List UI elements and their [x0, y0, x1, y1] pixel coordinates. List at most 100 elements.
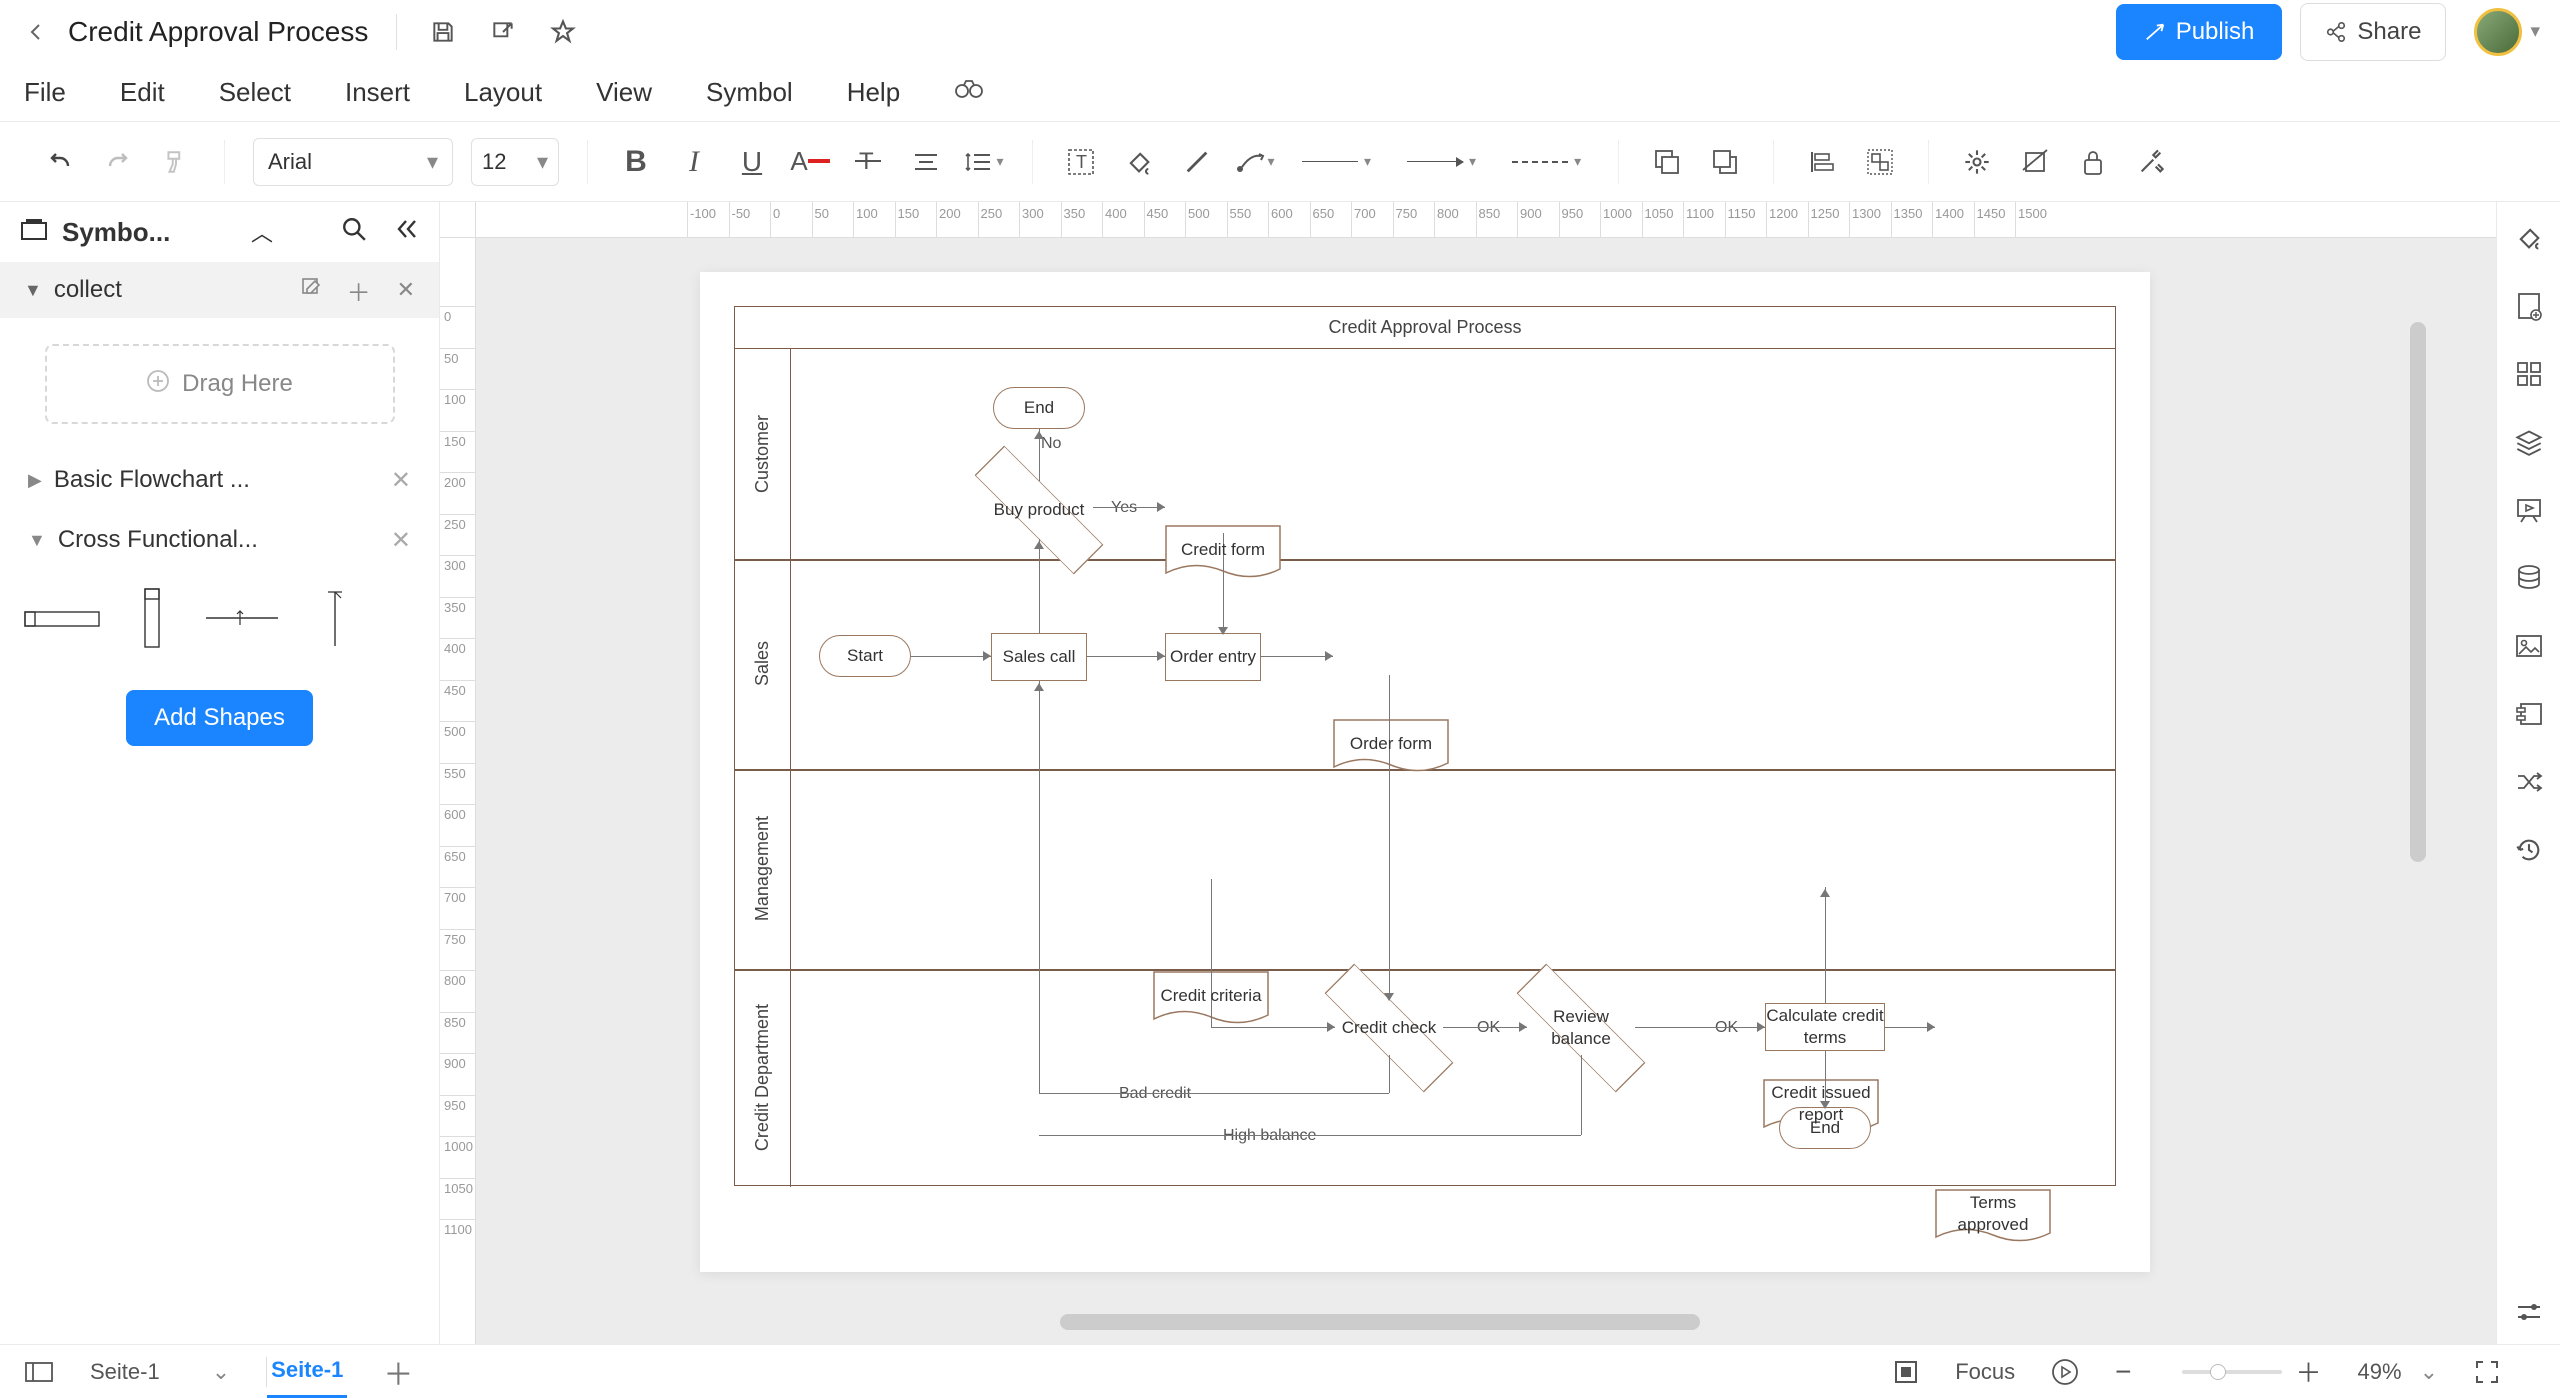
fullscreen-icon[interactable] [2474, 1359, 2500, 1385]
shape-horizontal-pool[interactable] [24, 606, 100, 636]
node-process[interactable]: Order entry [1165, 633, 1261, 681]
effects-icon[interactable] [1957, 142, 1997, 182]
lane-header[interactable]: Credit Department [735, 969, 791, 1187]
redo-icon[interactable] [98, 142, 138, 182]
line-style-selector[interactable]: ▾ [1293, 142, 1380, 182]
node-decision[interactable]: Credit check [1335, 999, 1443, 1057]
bold-icon[interactable]: B [616, 142, 656, 182]
font-selector[interactable]: Arial▾ [253, 138, 453, 186]
zoom-slider[interactable] [2182, 1370, 2282, 1374]
document-title[interactable]: Credit Approval Process [68, 16, 368, 48]
page-selector[interactable]: Seite-1⌄ [90, 1359, 230, 1385]
shuffle-icon[interactable] [2511, 764, 2547, 800]
library-icon[interactable] [20, 217, 48, 247]
add-page-button[interactable]: ＋ [383, 1350, 413, 1394]
collect-section[interactable]: ▼ collect ＋ ✕ [0, 262, 439, 318]
font-size-selector[interactable]: 12▾ [471, 138, 559, 186]
zoom-value[interactable]: 49%⌄ [2358, 1359, 2438, 1385]
page-settings-icon[interactable] [2511, 288, 2547, 324]
add-icon[interactable]: ＋ [347, 273, 371, 308]
send-back-icon[interactable] [1647, 142, 1687, 182]
lane-header[interactable]: Customer [735, 349, 791, 559]
menu-layout[interactable]: Layout [464, 77, 542, 108]
node-process[interactable]: Calculate credit terms [1765, 1003, 1885, 1051]
canvas-area[interactable]: -100-50050100150200250300350400450500550… [440, 202, 2496, 1344]
tools-icon[interactable] [2131, 142, 2171, 182]
shape-separator-h[interactable] [204, 603, 280, 639]
text-color-icon[interactable]: A [790, 142, 830, 182]
crop-icon[interactable] [2015, 142, 2055, 182]
page-layout-icon[interactable] [24, 1360, 54, 1384]
lane-header[interactable]: Sales [735, 559, 791, 769]
align-icon[interactable] [906, 142, 946, 182]
fill-panel-icon[interactable] [2511, 220, 2547, 256]
edit-icon[interactable] [301, 276, 321, 304]
collapse-up-icon[interactable]: ︿ [251, 216, 273, 248]
node-terminator[interactable]: End [993, 387, 1085, 429]
data-icon[interactable] [2511, 560, 2547, 596]
line-spacing-icon[interactable]: ▾ [964, 142, 1004, 182]
fill-icon[interactable] [1119, 142, 1159, 182]
close-icon[interactable]: ✕ [397, 277, 415, 303]
menu-symbol[interactable]: Symbol [706, 77, 793, 108]
share-button[interactable]: Share [2300, 3, 2446, 61]
collapse-left-icon[interactable] [395, 217, 419, 247]
avatar[interactable] [2474, 8, 2522, 56]
cross-functional-category[interactable]: ▼ Cross Functional... ✕ [0, 510, 439, 570]
node-doc[interactable]: Terms approved [1935, 1189, 2051, 1239]
fit-icon[interactable] [1893, 1359, 1919, 1385]
line-color-icon[interactable] [1177, 142, 1217, 182]
strikethrough-icon[interactable]: T [848, 142, 888, 182]
grid-icon[interactable] [2511, 356, 2547, 392]
image-icon[interactable] [2511, 628, 2547, 664]
text-box-icon[interactable]: T [1061, 142, 1101, 182]
connector-icon[interactable]: ▾ [1235, 142, 1275, 182]
node-doc[interactable]: Order form [1333, 719, 1449, 769]
settings-toggle-icon[interactable] [2511, 1294, 2547, 1330]
shape-separator-v[interactable] [320, 588, 350, 654]
node-terminator[interactable]: Start [819, 635, 911, 677]
search-icon[interactable] [341, 216, 367, 248]
back-button[interactable] [20, 16, 52, 48]
menu-select[interactable]: Select [219, 77, 291, 108]
star-icon[interactable] [545, 14, 581, 50]
save-icon[interactable] [425, 14, 461, 50]
presentation-icon[interactable] [2511, 492, 2547, 528]
undo-icon[interactable] [40, 142, 80, 182]
lane-header[interactable]: Management [735, 769, 791, 969]
zoom-out-button[interactable]: − [2115, 1356, 2131, 1388]
vertical-scrollbar[interactable] [2410, 322, 2426, 862]
close-icon[interactable]: ✕ [391, 526, 411, 555]
node-decision[interactable]: Review balance [1527, 999, 1635, 1057]
close-icon[interactable]: ✕ [391, 466, 411, 495]
basic-flowchart-category[interactable]: ▶ Basic Flowchart ... ✕ [0, 450, 439, 510]
lock-icon[interactable] [2073, 142, 2113, 182]
node-decision[interactable]: Buy product [985, 481, 1093, 539]
menu-insert[interactable]: Insert [345, 77, 410, 108]
focus-button[interactable]: Focus [1955, 1359, 2015, 1385]
binoculars-icon[interactable] [954, 77, 984, 108]
add-shapes-button[interactable]: Add Shapes [126, 690, 313, 746]
dash-style-selector[interactable]: ▾ [1503, 142, 1590, 182]
node-process[interactable]: Sales call [991, 633, 1087, 681]
menu-help[interactable]: Help [847, 77, 900, 108]
swimlane-container[interactable]: Credit Approval Process CustomerSalesMan… [734, 306, 2116, 1186]
align-objects-icon[interactable] [1802, 142, 1842, 182]
shape-vertical-pool[interactable] [140, 588, 164, 654]
avatar-menu-chevron[interactable]: ▾ [2530, 20, 2540, 43]
publish-button[interactable]: Publish [2116, 4, 2283, 60]
arrow-style-selector[interactable]: ▾ [1398, 142, 1485, 182]
menu-edit[interactable]: Edit [120, 77, 165, 108]
format-painter-icon[interactable] [156, 142, 196, 182]
tab-seite-1[interactable]: Seite-1 [267, 1345, 347, 1398]
menu-file[interactable]: File [24, 77, 66, 108]
underline-icon[interactable]: U [732, 142, 772, 182]
drop-zone[interactable]: Drag Here [45, 344, 395, 424]
bring-front-icon[interactable] [1705, 142, 1745, 182]
menu-view[interactable]: View [596, 77, 652, 108]
group-icon[interactable] [1860, 142, 1900, 182]
play-icon[interactable] [2051, 1358, 2079, 1386]
page[interactable]: Credit Approval Process CustomerSalesMan… [700, 272, 2150, 1272]
horizontal-scrollbar[interactable] [1060, 1314, 1700, 1330]
node-doc[interactable]: Credit issued report [1763, 1079, 1879, 1129]
